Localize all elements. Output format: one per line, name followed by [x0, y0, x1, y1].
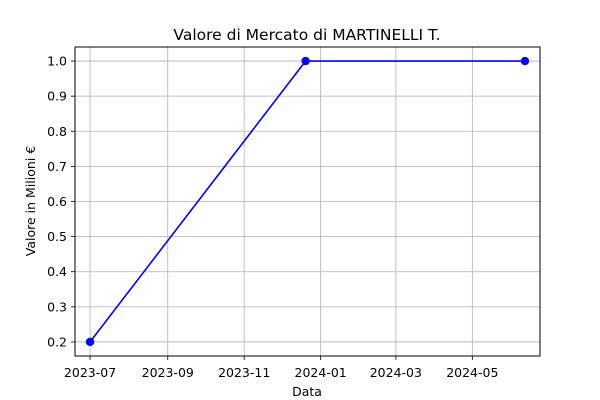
x-axis-label: Data [292, 384, 322, 399]
y-tick-label: 0.7 [47, 159, 67, 174]
y-tick-label: 0.3 [47, 299, 67, 314]
data-point-marker [85, 337, 95, 347]
y-tick-label: 0.6 [47, 194, 67, 209]
y-tick-label: 0.4 [47, 264, 67, 279]
x-tick-label: 2024-01 [295, 365, 347, 380]
chart-title: Valore di Mercato di MARTINELLI T. [173, 26, 440, 44]
series-layer [85, 56, 530, 347]
x-tick-label: 2024-05 [446, 365, 498, 380]
x-tick-label: 2024-03 [370, 365, 422, 380]
data-point-marker [520, 56, 530, 66]
y-tick-label: 0.2 [47, 334, 67, 349]
x-axis: 2023-07 2023-09 2023-11 2024-01 2024-03 2024-… [64, 356, 498, 380]
x-tick-label: 2023-09 [142, 365, 194, 380]
x-tick-label: 2023-07 [64, 365, 116, 380]
data-point-marker [301, 56, 310, 66]
y-tick-label: 1.0 [47, 54, 67, 69]
y-tick-label: 0.9 [47, 89, 67, 104]
y-tick-label: 0.8 [47, 124, 67, 139]
y-axis-label: Valore in Milioni € [23, 146, 38, 256]
x-tick-label: 2023-11 [218, 365, 270, 380]
y-axis: 0.2 0.3 0.4 0.5 0.6 0.7 0.8 0.9 1.0 [47, 54, 75, 349]
y-tick-label: 0.5 [47, 229, 67, 244]
